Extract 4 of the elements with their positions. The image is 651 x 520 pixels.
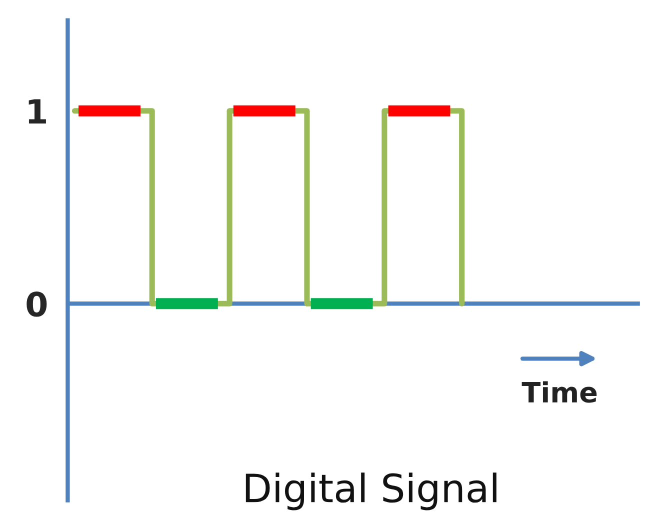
text: Digital Signal	[246, 472, 496, 510]
text: Time	[522, 381, 597, 403]
y-tick-label: 1	[28, 99, 46, 124]
y-tick-label: 0	[26, 292, 47, 317]
